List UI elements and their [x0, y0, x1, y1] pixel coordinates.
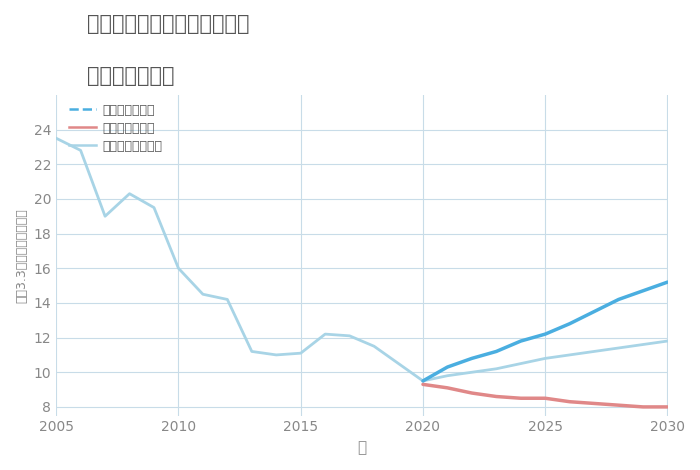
Legend: グッドシナリオ, バッドシナリオ, ノーマルシナリオ: グッドシナリオ, バッドシナリオ, ノーマルシナリオ	[69, 104, 162, 153]
Line: バッドシナリオ: バッドシナリオ	[423, 384, 668, 407]
ノーマルシナリオ	[615, 345, 623, 351]
バッドシナリオ	[615, 402, 623, 408]
グッドシナリオ	[664, 279, 672, 285]
ノーマルシナリオ	[174, 266, 183, 271]
ノーマルシナリオ	[101, 213, 109, 219]
ノーマルシナリオ	[321, 331, 330, 337]
ノーマルシナリオ	[76, 148, 85, 153]
ノーマルシナリオ	[345, 333, 354, 339]
グッドシナリオ	[541, 331, 550, 337]
バッドシナリオ	[492, 394, 500, 399]
グッドシナリオ	[566, 321, 574, 327]
ノーマルシナリオ	[248, 349, 256, 354]
グッドシナリオ	[419, 378, 427, 384]
ノーマルシナリオ	[150, 205, 158, 211]
グッドシナリオ	[443, 364, 452, 370]
ノーマルシナリオ	[199, 291, 207, 297]
ノーマルシナリオ	[443, 373, 452, 378]
グッドシナリオ	[517, 338, 525, 344]
グッドシナリオ	[468, 356, 476, 361]
X-axis label: 年: 年	[357, 440, 366, 455]
Text: 土地の価格推移: 土地の価格推移	[88, 66, 175, 86]
バッドシナリオ	[566, 399, 574, 405]
バッドシナリオ	[517, 395, 525, 401]
ノーマルシナリオ	[419, 378, 427, 384]
Y-axis label: 坪（3.3㎡）単価（万円）: 坪（3.3㎡）単価（万円）	[15, 208, 28, 303]
バッドシナリオ	[468, 390, 476, 396]
Line: グッドシナリオ: グッドシナリオ	[423, 282, 668, 381]
グッドシナリオ	[590, 309, 598, 314]
グッドシナリオ	[639, 288, 648, 294]
Line: ノーマルシナリオ: ノーマルシナリオ	[56, 138, 668, 381]
ノーマルシナリオ	[517, 361, 525, 367]
ノーマルシナリオ	[52, 135, 60, 141]
ノーマルシナリオ	[272, 352, 281, 358]
ノーマルシナリオ	[492, 366, 500, 372]
ノーマルシナリオ	[125, 191, 134, 196]
バッドシナリオ	[664, 404, 672, 410]
バッドシナリオ	[443, 385, 452, 391]
バッドシナリオ	[639, 404, 648, 410]
ノーマルシナリオ	[541, 356, 550, 361]
ノーマルシナリオ	[639, 342, 648, 347]
ノーマルシナリオ	[223, 297, 232, 302]
バッドシナリオ	[590, 400, 598, 406]
バッドシナリオ	[541, 395, 550, 401]
ノーマルシナリオ	[297, 350, 305, 356]
Text: 福岡県築上郡上毛町西友枝の: 福岡県築上郡上毛町西友枝の	[88, 14, 250, 34]
ノーマルシナリオ	[394, 361, 402, 367]
グッドシナリオ	[615, 297, 623, 302]
ノーマルシナリオ	[468, 369, 476, 375]
グッドシナリオ	[492, 349, 500, 354]
ノーマルシナリオ	[664, 338, 672, 344]
ノーマルシナリオ	[566, 352, 574, 358]
ノーマルシナリオ	[590, 349, 598, 354]
バッドシナリオ	[419, 382, 427, 387]
ノーマルシナリオ	[370, 344, 378, 349]
